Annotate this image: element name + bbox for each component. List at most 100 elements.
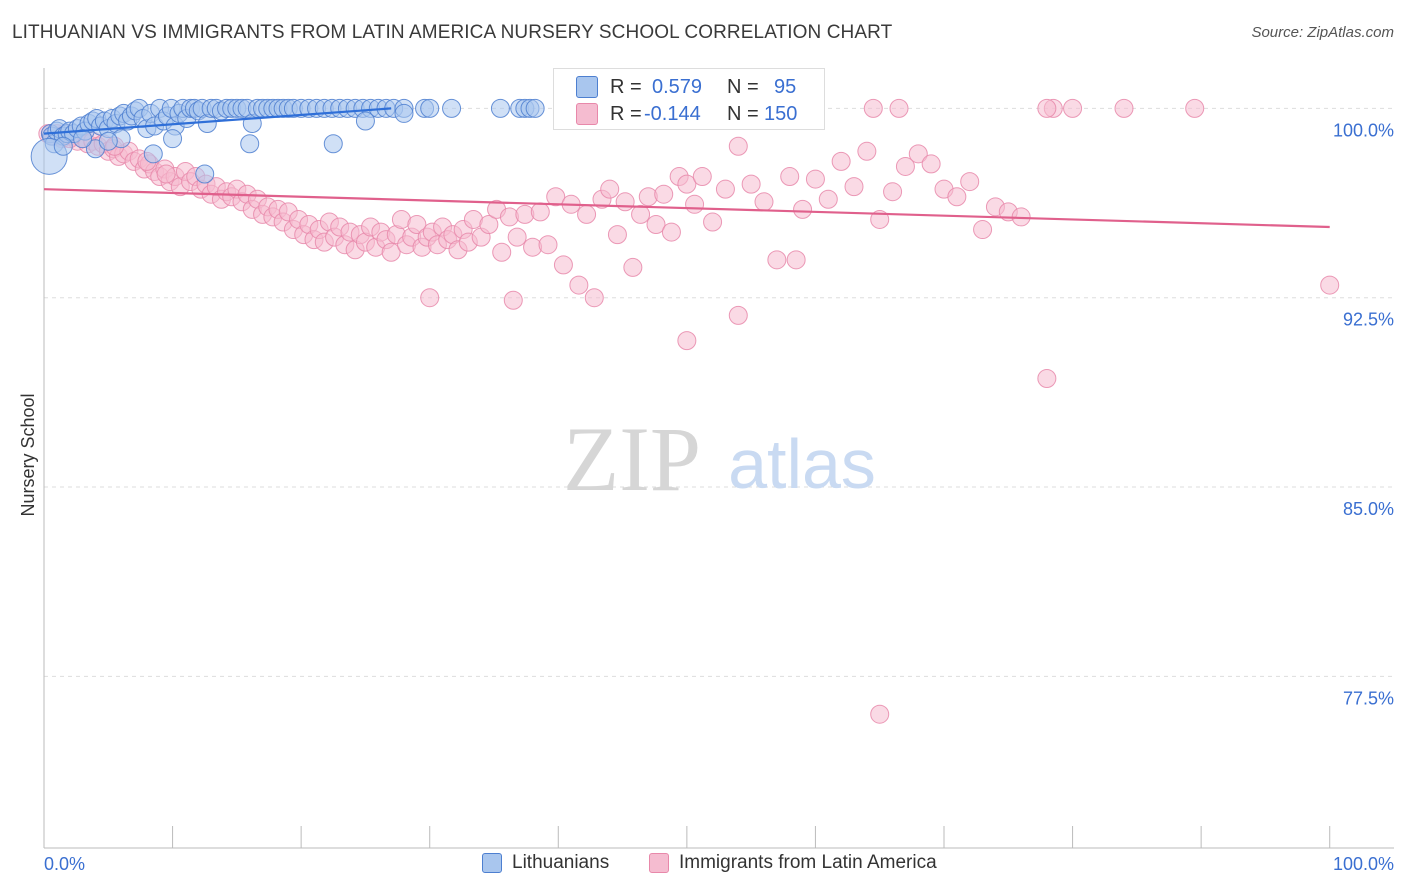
data-point-latin [677, 331, 697, 351]
watermark-atlas: atlas [728, 425, 876, 503]
data-point-lithuanian [323, 134, 343, 154]
data-point-latin [889, 98, 909, 118]
y-tick-label: 77.5% [1343, 688, 1394, 708]
data-point-latin [600, 179, 620, 199]
stats-n-value-latin: 150 [764, 102, 798, 125]
chart-title: LITHUANIAN VS IMMIGRANTS FROM LATIN AMER… [12, 22, 893, 43]
x-tick-labels: 0.0% 100.0% [44, 854, 1394, 874]
data-point-lithuanian [163, 129, 183, 149]
y-tick-label: 92.5% [1343, 310, 1394, 330]
data-point-latin [870, 704, 890, 724]
data-point-latin [857, 141, 877, 161]
data-point-latin [569, 275, 589, 295]
data-point-latin [908, 144, 928, 164]
stats-swatch-lithuanians [576, 76, 598, 98]
source-label: Source: ZipAtlas.com [1251, 24, 1394, 41]
stats-r-value-lithuanians: 0.579 [652, 75, 703, 98]
data-point-lithuanian [73, 129, 93, 149]
legend-swatch-latin [649, 853, 669, 873]
data-point-latin [960, 172, 980, 192]
data-point-latin [715, 179, 735, 199]
data-point-latin [479, 215, 499, 235]
watermark: ZIP atlas [563, 408, 876, 510]
data-point-latin [947, 187, 967, 207]
data-point-latin [1037, 368, 1057, 388]
trend-line-lithuanians [43, 107, 392, 135]
data-point-latin [1037, 98, 1057, 118]
data-point-latin [607, 225, 627, 245]
data-point-latin [692, 167, 712, 187]
y-tick-label: 85.0% [1343, 499, 1394, 519]
stats-n-value-lithuanians: 95 [774, 75, 797, 98]
legend-label-latin: Immigrants from Latin America [679, 852, 937, 873]
data-point-latin [728, 305, 748, 325]
data-point-latin [767, 250, 787, 270]
data-point-latin [492, 242, 512, 262]
data-point-latin [584, 288, 604, 308]
data-point-latin [973, 220, 993, 240]
data-point-latin [831, 151, 851, 171]
data-point-latin [661, 222, 681, 242]
data-point-lithuanian [525, 98, 545, 118]
data-point-latin [1320, 275, 1340, 295]
data-point-latin [156, 164, 176, 184]
data-point-latin [741, 174, 761, 194]
trend-lines [43, 107, 1330, 229]
data-point-latin [615, 192, 635, 212]
data-point-latin [420, 288, 440, 308]
data-point-latin [786, 250, 806, 270]
data-point-lithuanian [240, 134, 260, 154]
stats-box: R = 0.579 N = 95 R = -0.144 N = 150 [553, 68, 825, 130]
data-point-lithuanian [143, 144, 163, 164]
data-point-latin [844, 177, 864, 197]
stats-r-label: R = [610, 102, 642, 125]
data-point-lithuanian [98, 131, 118, 151]
data-point-lithuanian [442, 98, 462, 118]
data-point-latin [685, 194, 705, 214]
data-point-latin [818, 189, 838, 209]
data-point-latin [538, 235, 558, 255]
data-point-latin [728, 136, 748, 156]
legend-swatch-lithuanians [482, 853, 502, 873]
axes [43, 68, 1394, 849]
data-point-latin [677, 174, 697, 194]
legend-label-lithuanians: Lithuanians [512, 852, 610, 873]
data-point-latin [703, 212, 723, 232]
trend-line-latin [43, 188, 1330, 229]
data-point-latin [631, 204, 651, 224]
data-point-latin [1185, 98, 1205, 118]
data-point-latin [381, 242, 401, 262]
data-point-latin [793, 199, 813, 219]
x-tick-label: 100.0% [1333, 854, 1394, 874]
data-point-latin [553, 255, 573, 275]
stats-row-lithuanians: R = 0.579 N = 95 [554, 73, 824, 101]
data-point-latin [646, 215, 666, 235]
data-point-latin [654, 184, 674, 204]
data-point-latin [623, 257, 643, 277]
data-point-lithuanian [355, 111, 375, 131]
data-point-latin [1063, 98, 1083, 118]
y-tick-labels: 100.0% 92.5% 85.0% 77.5% [1333, 120, 1394, 708]
legend-item-lithuanians[interactable]: Lithuanians [482, 852, 609, 874]
stats-r-value-latin: -0.144 [644, 102, 701, 125]
x-tick-label: 0.0% [44, 854, 85, 874]
legend-item-latin[interactable]: Immigrants from Latin America [649, 852, 937, 874]
data-point-latin [780, 167, 800, 187]
data-point-lithuanian [394, 103, 414, 123]
data-point-latin [530, 202, 550, 222]
data-point-latin [407, 215, 427, 235]
data-point-latin [921, 154, 941, 174]
stats-row-latin: R = -0.144 N = 150 [554, 100, 824, 128]
data-point-latin [503, 290, 523, 310]
data-point-latin [895, 156, 915, 176]
stats-r-label: R = [610, 75, 642, 98]
data-point-lithuanian [53, 136, 73, 156]
data-point-lithuanian [420, 98, 440, 118]
series-lithuanians [30, 98, 545, 184]
stats-n-label: N = [727, 102, 759, 125]
stats-n-label: N = [727, 75, 759, 98]
data-point-latin [805, 169, 825, 189]
y-axis-label: Nursery School [18, 393, 38, 516]
data-point-latin [546, 187, 566, 207]
